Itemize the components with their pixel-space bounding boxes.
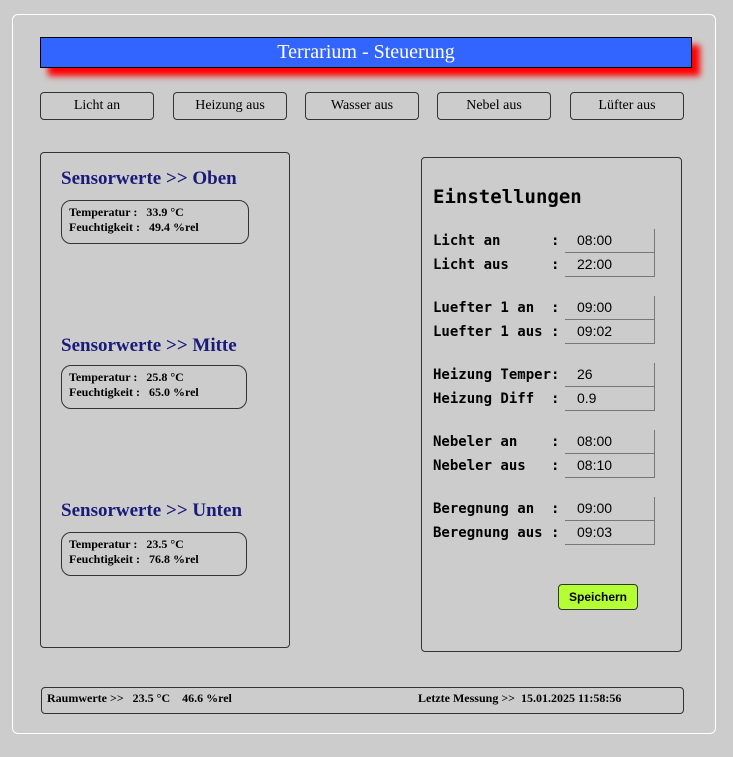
- setting-row-luefter-an: Luefter 1 an : 09:00: [433, 296, 673, 320]
- sensor-box-oben: Temperatur : 33.9 °C Feuchtigkeit : 49.4…: [61, 200, 249, 244]
- heizung-toggle-button[interactable]: Heizung aus: [173, 92, 287, 120]
- nebel-toggle-button[interactable]: Nebel aus: [437, 92, 551, 120]
- temp-value: 25.8 °C: [146, 370, 184, 384]
- heizung-temp-input[interactable]: 26: [565, 363, 655, 387]
- room-label: Raumwerte >>: [47, 691, 124, 705]
- settings-panel: Einstellungen Licht an : 08:00 Licht aus …: [421, 157, 682, 652]
- room-temp: 23.5 °C: [132, 691, 171, 705]
- setting-row-heizung-diff: Heizung Diff : 0.9: [433, 387, 673, 411]
- setting-row-heizung-temp: Heizung Temper: 26: [433, 363, 673, 387]
- setting-row-licht-an: Licht an : 08:00: [433, 229, 673, 253]
- setting-row-nebeler-aus: Nebeler aus : 08:10: [433, 454, 673, 478]
- sensor-box-unten: Temperatur : 23.5 °C Feuchtigkeit : 76.8…: [61, 532, 247, 576]
- licht-an-input[interactable]: 08:00: [565, 229, 655, 253]
- temp-label: Temperatur :: [69, 205, 138, 219]
- setting-label: Heizung Temper:: [433, 367, 560, 383]
- settings-title: Einstellungen: [433, 186, 582, 208]
- setting-label: Licht aus :: [433, 257, 560, 273]
- hum-value: 76.8 %rel: [149, 552, 199, 566]
- sensor-title-unten: Sensorwerte >> Unten: [61, 500, 243, 521]
- beregnung-an-input[interactable]: 09:00: [565, 497, 655, 521]
- luefter-an-input[interactable]: 09:00: [565, 296, 655, 320]
- luefter-aus-input[interactable]: 09:02: [565, 320, 655, 344]
- setting-row-licht-aus: Licht aus : 22:00: [433, 253, 673, 277]
- beregnung-aus-input[interactable]: 09:03: [565, 521, 655, 545]
- setting-row-nebeler-an: Nebeler an : 08:00: [433, 430, 673, 454]
- setting-row-beregnung-aus: Beregnung aus : 09:03: [433, 521, 673, 545]
- page-title: Terrarium - Steuerung: [40, 37, 692, 68]
- temp-label: Temperatur :: [69, 537, 138, 551]
- temp-label: Temperatur :: [69, 370, 138, 384]
- setting-row-beregnung-an: Beregnung an : 09:00: [433, 497, 673, 521]
- status-footer: Raumwerte >> 23.5 °C 46.6 %rel Letzte Me…: [41, 687, 684, 714]
- sensor-title-oben: Sensorwerte >> Oben: [61, 168, 237, 189]
- setting-label: Nebeler an :: [433, 434, 560, 450]
- nebeler-aus-input[interactable]: 08:10: [565, 454, 655, 478]
- hum-value: 65.0 %rel: [149, 385, 199, 399]
- wasser-toggle-button[interactable]: Wasser aus: [305, 92, 419, 120]
- temp-value: 23.5 °C: [146, 537, 184, 551]
- last-label: Letzte Messung >>: [418, 691, 515, 705]
- main-frame: [12, 14, 716, 734]
- setting-label: Luefter 1 an :: [433, 300, 560, 316]
- luefter-toggle-button[interactable]: Lüfter aus: [570, 92, 684, 120]
- sensor-title-mitte: Sensorwerte >> Mitte: [61, 335, 237, 356]
- room-values: Raumwerte >> 23.5 °C 46.6 %rel: [47, 688, 232, 708]
- hum-value: 49.4 %rel: [149, 220, 199, 234]
- temp-value: 33.9 °C: [146, 205, 184, 219]
- hum-label: Feuchtigkeit :: [69, 552, 140, 566]
- setting-label: Heizung Diff :: [433, 391, 560, 407]
- setting-label: Nebeler aus :: [433, 458, 560, 474]
- sensor-box-mitte: Temperatur : 25.8 °C Feuchtigkeit : 65.0…: [61, 365, 247, 409]
- last-time: 15.01.2025 11:58:56: [521, 691, 622, 705]
- heizung-diff-input[interactable]: 0.9: [565, 387, 655, 411]
- hum-label: Feuchtigkeit :: [69, 385, 140, 399]
- setting-label: Licht an :: [433, 233, 560, 249]
- setting-label: Luefter 1 aus :: [433, 324, 560, 340]
- setting-label: Beregnung an :: [433, 501, 560, 517]
- room-hum: 46.6 %rel: [182, 691, 232, 705]
- setting-label: Beregnung aus :: [433, 525, 560, 541]
- licht-aus-input[interactable]: 22:00: [565, 253, 655, 277]
- nebeler-an-input[interactable]: 08:00: [565, 430, 655, 454]
- hum-label: Feuchtigkeit :: [69, 220, 140, 234]
- licht-toggle-button[interactable]: Licht an: [40, 92, 154, 120]
- sensor-panel: Sensorwerte >> Oben Temperatur : 33.9 °C…: [40, 152, 290, 648]
- setting-row-luefter-aus: Luefter 1 aus : 09:02: [433, 320, 673, 344]
- last-measurement: Letzte Messung >> 15.01.2025 11:58:56: [418, 688, 621, 708]
- save-button[interactable]: Speichern: [558, 584, 638, 610]
